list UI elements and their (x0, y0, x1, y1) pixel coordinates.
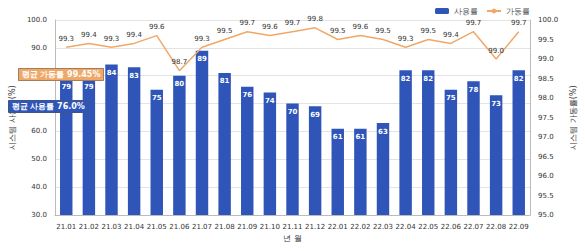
svg-text:22.01: 22.01 (328, 223, 348, 231)
svg-text:99.3: 99.3 (398, 35, 414, 43)
svg-text:61: 61 (355, 133, 365, 141)
svg-text:96.0: 96.0 (538, 172, 554, 180)
svg-text:99.6: 99.6 (353, 23, 369, 31)
svg-text:99.4: 99.4 (81, 31, 97, 39)
svg-text:98.7: 98.7 (172, 58, 188, 66)
svg-text:시스템 가동률(%): 시스템 가동률(%) (569, 85, 578, 149)
svg-text:21.02: 21.02 (79, 223, 99, 231)
svg-text:99.0: 99.0 (538, 55, 554, 63)
svg-text:21.11: 21.11 (282, 223, 302, 231)
svg-text:73: 73 (491, 100, 501, 108)
svg-text:99.6: 99.6 (262, 23, 278, 31)
svg-text:21.10: 21.10 (260, 223, 280, 231)
svg-text:70: 70 (288, 108, 298, 116)
svg-text:90.0: 90.0 (31, 44, 47, 52)
svg-text:22.09: 22.09 (509, 223, 529, 231)
svg-text:50.0: 50.0 (31, 155, 47, 163)
svg-text:99.7: 99.7 (285, 19, 301, 27)
svg-text:84: 84 (107, 69, 117, 77)
svg-text:22.03: 22.03 (373, 223, 393, 231)
svg-text:99.3: 99.3 (194, 35, 210, 43)
svg-text:99.5: 99.5 (375, 27, 391, 35)
svg-text:97.5: 97.5 (538, 114, 554, 122)
svg-text:22.05: 22.05 (418, 223, 438, 231)
svg-text:100.0: 100.0 (538, 16, 558, 24)
svg-text:83: 83 (129, 72, 139, 80)
svg-text:82: 82 (401, 75, 411, 83)
svg-text:79: 79 (61, 83, 71, 91)
svg-text:99.5: 99.5 (217, 27, 233, 35)
svg-text:98.5: 98.5 (538, 75, 554, 83)
svg-text:99.5: 99.5 (330, 27, 346, 35)
svg-text:21.01: 21.01 (56, 223, 76, 231)
svg-text:년 월: 년 월 (283, 234, 302, 243)
svg-text:99.4: 99.4 (443, 31, 459, 39)
svg-text:21.03: 21.03 (101, 223, 121, 231)
svg-text:96.5: 96.5 (538, 153, 554, 161)
svg-text:99.7: 99.7 (239, 19, 255, 27)
svg-text:78: 78 (469, 86, 479, 94)
svg-text:21.08: 21.08 (215, 223, 235, 231)
svg-text:21.07: 21.07 (192, 223, 212, 231)
svg-text:82: 82 (514, 75, 524, 83)
svg-text:89: 89 (197, 55, 207, 63)
svg-text:평균 가동률 99.45%: 평균 가동률 99.45% (22, 70, 101, 79)
svg-text:가동률: 가동률 (506, 7, 530, 16)
svg-text:21.12: 21.12 (305, 223, 325, 231)
svg-text:79: 79 (84, 83, 94, 91)
svg-text:99.5: 99.5 (420, 27, 436, 35)
svg-text:75: 75 (152, 94, 162, 102)
svg-text:97.0: 97.0 (538, 133, 554, 141)
svg-text:21.06: 21.06 (169, 223, 190, 231)
svg-text:21.05: 21.05 (147, 223, 167, 231)
svg-text:21.09: 21.09 (237, 223, 257, 231)
svg-text:60.0: 60.0 (31, 127, 47, 135)
svg-text:30.0: 30.0 (31, 211, 47, 219)
svg-text:76: 76 (242, 91, 252, 99)
svg-text:99.0: 99.0 (488, 47, 504, 55)
svg-text:99.7: 99.7 (466, 19, 482, 27)
svg-text:100.0: 100.0 (27, 16, 47, 24)
svg-text:80: 80 (175, 80, 185, 88)
svg-text:74: 74 (265, 97, 275, 105)
svg-text:22.02: 22.02 (350, 223, 370, 231)
svg-text:99.3: 99.3 (58, 35, 74, 43)
svg-text:99.8: 99.8 (307, 15, 323, 23)
svg-text:95.0: 95.0 (538, 211, 554, 219)
svg-text:22.07: 22.07 (463, 223, 483, 231)
svg-text:82: 82 (423, 75, 433, 83)
svg-text:99.4: 99.4 (126, 31, 142, 39)
svg-text:81: 81 (220, 77, 230, 85)
svg-text:21.04: 21.04 (124, 223, 145, 231)
svg-text:22.08: 22.08 (486, 223, 506, 231)
svg-text:99.3: 99.3 (104, 35, 120, 43)
svg-text:98.0: 98.0 (538, 94, 554, 102)
svg-text:95.5: 95.5 (538, 192, 554, 200)
svg-text:61: 61 (333, 133, 343, 141)
svg-text:99.6: 99.6 (149, 23, 165, 31)
svg-text:75: 75 (446, 94, 456, 102)
svg-text:시스템 사용률(%): 시스템 사용률(%) (8, 85, 17, 149)
svg-text:99.7: 99.7 (511, 19, 527, 27)
svg-text:63: 63 (378, 128, 388, 136)
svg-text:40.0: 40.0 (31, 183, 47, 191)
svg-text:99.5: 99.5 (538, 36, 554, 44)
svg-text:22.06: 22.06 (441, 223, 462, 231)
svg-text:22.04: 22.04 (396, 223, 417, 231)
svg-text:69: 69 (310, 111, 320, 119)
svg-text:사용률: 사용률 (454, 7, 478, 16)
svg-text:평균 사용률 76.0%: 평균 사용률 76.0% (12, 102, 85, 111)
